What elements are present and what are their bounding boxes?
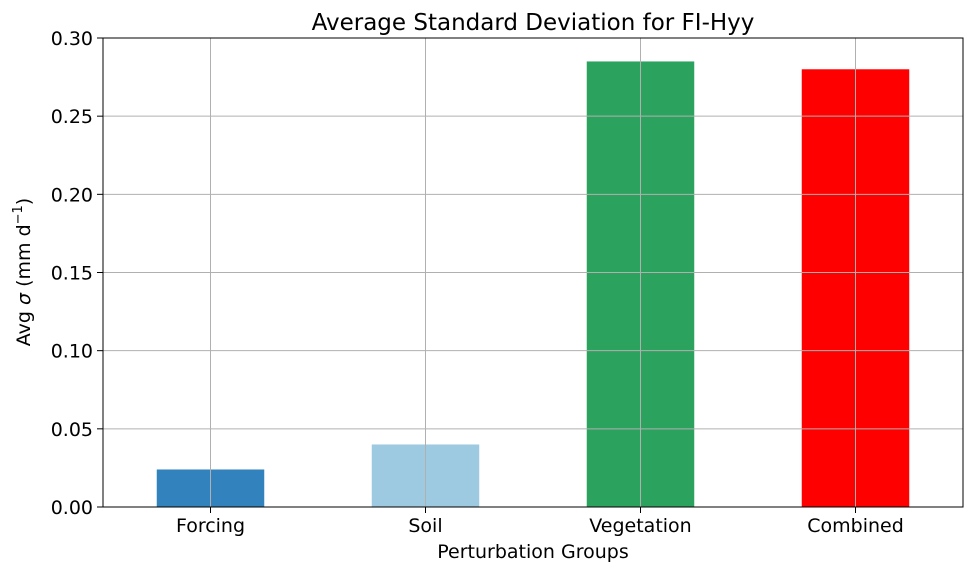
y-tick-label: 0.30 <box>51 28 93 50</box>
x-tick-label: Vegetation <box>589 515 691 537</box>
x-tick-label: Forcing <box>176 515 245 537</box>
y-tick-label: 0.10 <box>51 341 93 363</box>
bars <box>156 61 910 508</box>
y-tick-label: 0.05 <box>51 419 93 441</box>
y-axis-label-prefix: Avg <box>13 305 35 346</box>
y-axis-label-suffix: ) <box>13 198 35 205</box>
y-axis-label-unit: (mm d <box>13 224 35 293</box>
y-axis-label-exponent: −1 <box>11 205 26 224</box>
y-axis-label-symbol: σ <box>13 292 35 305</box>
x-axis-label: Perturbation Groups <box>437 541 628 563</box>
axes: 0.00 0.05 0.10 0.15 0.20 0.25 0.30 Forcing Soil V… <box>51 28 964 537</box>
y-tick-label: 0.20 <box>51 184 93 206</box>
x-tick-label: Combined <box>807 515 904 537</box>
y-tick-label: 0.15 <box>51 263 93 285</box>
y-tick-label: 0.25 <box>51 106 93 128</box>
y-axis-label: Avg σ (mm d−1) <box>11 198 35 346</box>
chart-title: Average Standard Deviation for FI-Hyy <box>312 10 755 36</box>
y-tick-label: 0.00 <box>51 497 93 519</box>
x-tick-label: Soil <box>408 515 442 537</box>
plot-frame <box>102 37 964 508</box>
